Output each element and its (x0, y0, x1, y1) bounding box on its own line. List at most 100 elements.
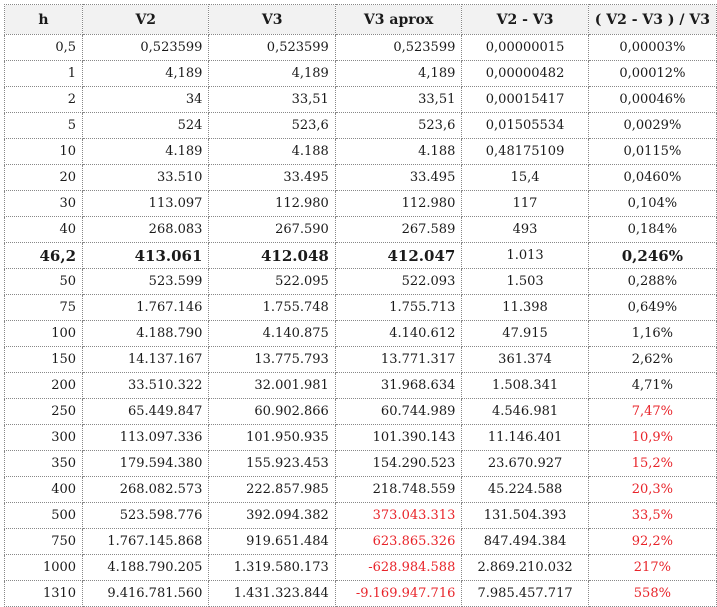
cell-v2-minus-v3: 0,48175109 (461, 138, 589, 165)
cell-h: 75 (3, 294, 84, 321)
cell-v3-aprox: -628.984.588 (334, 554, 463, 581)
cell-v2-minus-v3: 493 (461, 216, 589, 243)
cell-v2-minus-v3: 1.503 (461, 268, 589, 295)
cell-v2-minus-v3: 23.670.927 (461, 450, 589, 477)
cell-v2: 14.137.167 (82, 346, 210, 373)
cell-relative-diff: 2,62% (587, 346, 717, 373)
cell-v3-aprox: 31.968.634 (334, 372, 463, 399)
cell-h: 46,2 (3, 242, 84, 269)
cell-v3: 32.001.981 (208, 372, 336, 399)
cell-v3-aprox: 4.188 (334, 138, 463, 165)
cell-h: 500 (3, 502, 84, 529)
cell-v2: 179.594.380 (82, 450, 210, 477)
cell-relative-diff: 15,2% (587, 450, 717, 477)
cell-v3-aprox: 4,189 (334, 60, 463, 87)
cell-v3: 412.048 (208, 242, 336, 269)
cell-v2-minus-v3: 45.224.588 (461, 476, 589, 503)
cell-v3: 112.980 (208, 190, 336, 217)
table-row: 75 1.767.146 1.755.748 1.755.713 11.398 0,649… (3, 294, 717, 321)
cell-relative-diff: 0,649% (587, 294, 717, 321)
cell-v3: 155.923.453 (208, 450, 336, 477)
cell-h: 200 (3, 372, 84, 399)
cell-v3: 392.094.382 (208, 502, 336, 529)
cell-v2-minus-v3: 7.985.457.717 (461, 580, 589, 607)
cell-relative-diff: 217% (587, 554, 717, 581)
cell-v3-aprox: 412.047 (334, 242, 463, 269)
cell-v2: 65.449.847 (82, 398, 210, 425)
cell-v3-aprox: 522.093 (334, 268, 463, 295)
cell-relative-diff: 0,246% (587, 242, 717, 269)
cell-relative-diff: 1,16% (587, 320, 717, 347)
cell-v2: 4.189 (82, 138, 210, 165)
table-row: 0,5 0,523599 0,523599 0,523599 0,00000015 0,0… (3, 34, 717, 61)
cell-relative-diff: 0,00003% (587, 34, 717, 61)
cell-v3: 522.095 (208, 268, 336, 295)
cell-h: 350 (3, 450, 84, 477)
table-row: 350 179.594.380 155.923.453 154.290.523 23.6… (3, 450, 717, 477)
table-row: 150 14.137.167 13.775.793 13.771.317 361.374… (3, 346, 717, 373)
cell-v2-minus-v3: 1.508.341 (461, 372, 589, 399)
table-row: 30 113.097 112.980 112.980 117 0,104% (3, 190, 717, 217)
cell-h: 10 (3, 138, 84, 165)
cell-v3: 267.590 (208, 216, 336, 243)
cell-v3-aprox: 4.140.612 (334, 320, 463, 347)
cell-v2: 113.097 (82, 190, 210, 217)
cell-v3-aprox: 154.290.523 (334, 450, 463, 477)
cell-v3-aprox: 0,523599 (334, 34, 463, 61)
header-h: h (3, 4, 84, 35)
cell-v3: 13.775.793 (208, 346, 336, 373)
cell-v2: 523.599 (82, 268, 210, 295)
cell-v3: 33.495 (208, 164, 336, 191)
table-row: 1310 9.416.781.560 1.431.323.844 -9.169.947… (3, 580, 717, 607)
cell-relative-diff: 0,0460% (587, 164, 717, 191)
cell-v3: 1.431.323.844 (208, 580, 336, 607)
cell-v3: 1.319.580.173 (208, 554, 336, 581)
cell-h: 20 (3, 164, 84, 191)
cell-v3: 33,51 (208, 86, 336, 113)
cell-relative-diff: 7,47% (587, 398, 717, 425)
cell-h: 40 (3, 216, 84, 243)
cell-h: 300 (3, 424, 84, 451)
cell-h: 100 (3, 320, 84, 347)
cell-v3: 4.140.875 (208, 320, 336, 347)
table-row: 5 524 523,6 523,6 0,01505534 0,0029% (3, 112, 717, 139)
header-v3-aprox: V3 aprox (334, 4, 463, 35)
cell-v2-minus-v3: 0,00000482 (461, 60, 589, 87)
cell-v3-aprox: 101.390.143 (334, 424, 463, 451)
header-row: h V2 V3 V3 aprox V2 - V3 ( V2 - V3 ) / V… (3, 4, 717, 35)
cell-relative-diff: 4,71% (587, 372, 717, 399)
table-row: 10 4.189 4.188 4.188 0,48175109 0,0115% (3, 138, 717, 165)
cell-v2: 113.097.336 (82, 424, 210, 451)
cell-relative-diff: 20,3% (587, 476, 717, 503)
table-row: 300 113.097.336 101.950.935 101.390.143 11.1… (3, 424, 717, 451)
cell-v2-minus-v3: 1.013 (461, 242, 589, 269)
cell-v3-aprox: 218.748.559 (334, 476, 463, 503)
header-v3: V3 (208, 4, 336, 35)
table-row: 1 4,189 4,189 4,189 0,00000482 0,00012% (3, 60, 717, 87)
cell-relative-diff: 0,00046% (587, 86, 717, 113)
cell-v3: 222.857.985 (208, 476, 336, 503)
cell-v2: 524 (82, 112, 210, 139)
cell-v2-minus-v3: 131.504.393 (461, 502, 589, 529)
cell-relative-diff: 558% (587, 580, 717, 607)
cell-v2-minus-v3: 2.869.210.032 (461, 554, 589, 581)
cell-h: 250 (3, 398, 84, 425)
cell-v2: 33.510.322 (82, 372, 210, 399)
cell-v2: 33.510 (82, 164, 210, 191)
cell-v2: 0,523599 (82, 34, 210, 61)
table-row: 400 268.082.573 222.857.985 218.748.559 45.2… (3, 476, 717, 503)
cell-v3-aprox: 13.771.317 (334, 346, 463, 373)
cell-v3: 60.902.866 (208, 398, 336, 425)
cell-h: 1 (3, 60, 84, 87)
cell-h: 5 (3, 112, 84, 139)
cell-v2: 1.767.146 (82, 294, 210, 321)
header-v2: V2 (82, 4, 210, 35)
table-row: 750 1.767.145.868 919.651.484 623.865.326 84… (3, 528, 717, 555)
cell-v2-minus-v3: 117 (461, 190, 589, 217)
cell-v2-minus-v3: 361.374 (461, 346, 589, 373)
cell-v3-aprox: 33,51 (334, 86, 463, 113)
cell-v3: 1.755.748 (208, 294, 336, 321)
cell-relative-diff: 33,5% (587, 502, 717, 529)
cell-relative-diff: 0,184% (587, 216, 717, 243)
cell-v2: 1.767.145.868 (82, 528, 210, 555)
